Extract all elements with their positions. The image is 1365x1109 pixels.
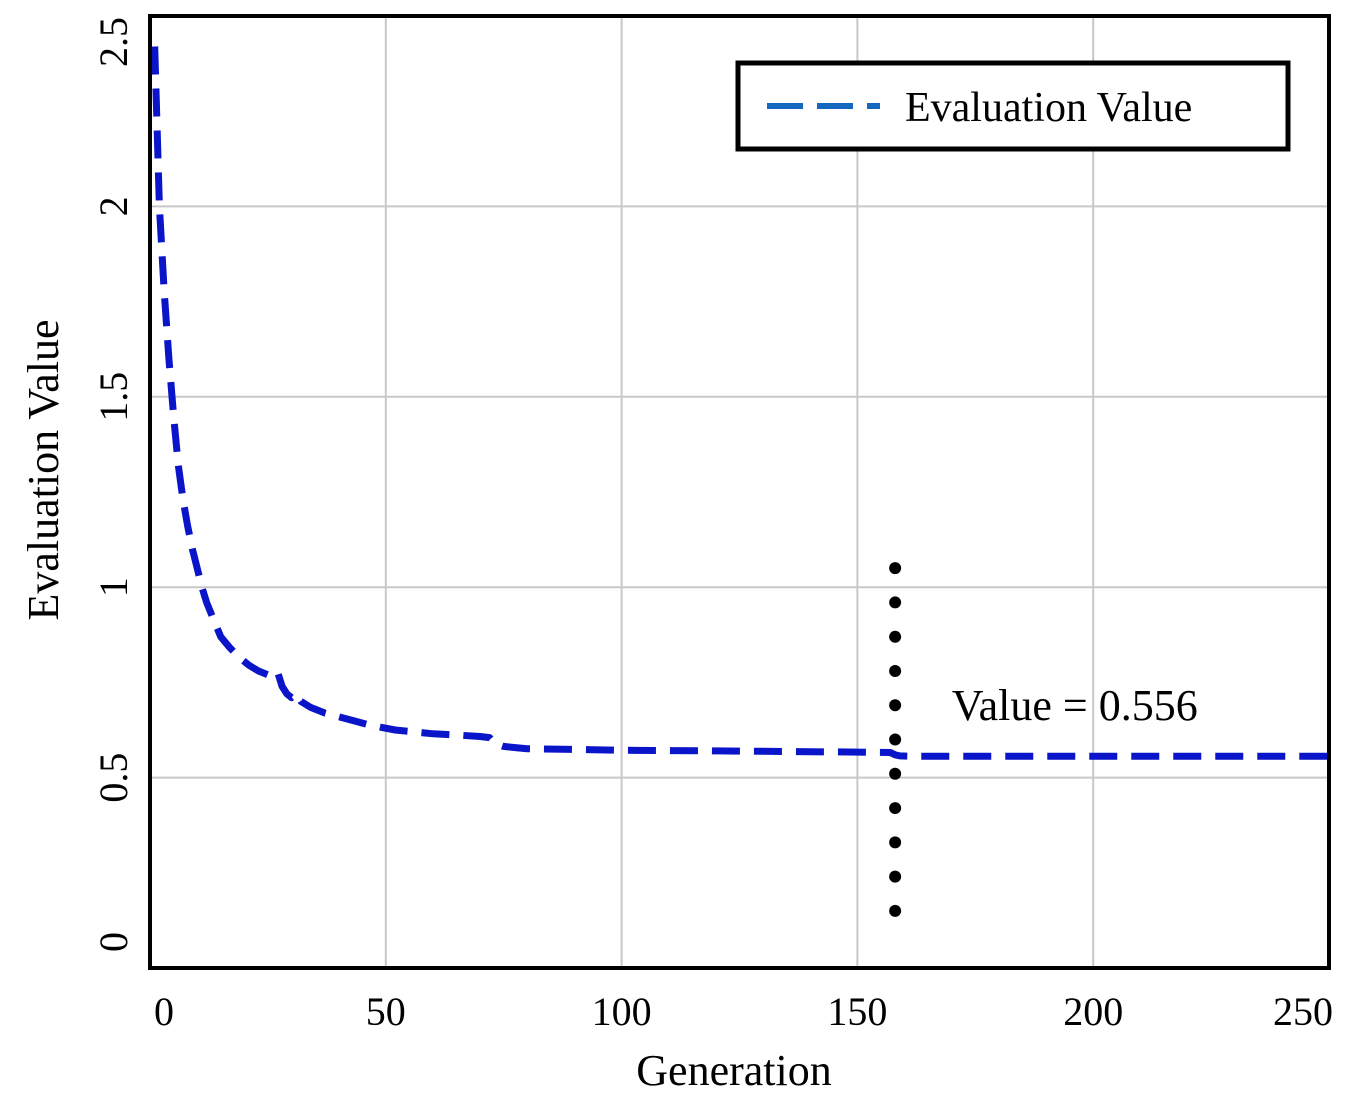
marker-dot bbox=[889, 699, 902, 712]
marker-dot bbox=[889, 836, 902, 849]
y-tick-label: 1 bbox=[91, 577, 136, 597]
x-axis-title: Generation bbox=[636, 1046, 831, 1095]
x-tick-label: 100 bbox=[592, 989, 652, 1034]
marker-dot bbox=[889, 630, 902, 643]
x-tick-label: 0 bbox=[154, 989, 174, 1034]
legend-label: Evaluation Value bbox=[905, 85, 1192, 131]
value-annotation: Value = 0.556 bbox=[952, 681, 1198, 730]
y-tick-label: 0 bbox=[91, 932, 136, 952]
series-layer bbox=[151, 46, 1329, 760]
marker-dot bbox=[889, 870, 902, 883]
series-line-evaluation-value bbox=[151, 46, 1329, 760]
legend: Evaluation Value bbox=[735, 60, 1291, 152]
marker-dot bbox=[889, 664, 902, 677]
y-tick-label: 1.5 bbox=[91, 372, 136, 422]
marker-dot bbox=[889, 802, 902, 815]
marker-dot bbox=[889, 733, 902, 746]
y-tick-label: 2 bbox=[91, 196, 136, 216]
y-axis-title: Evaluation Value bbox=[19, 320, 68, 621]
grid-lines bbox=[150, 16, 1329, 968]
annotation-layer bbox=[889, 562, 902, 917]
marker-dot bbox=[889, 904, 902, 917]
marker-dot bbox=[889, 562, 902, 575]
plot-frame bbox=[148, 14, 1331, 970]
x-tick-label: 200 bbox=[1063, 989, 1123, 1034]
x-tick-label: 150 bbox=[827, 989, 887, 1034]
x-tick-label: 250 bbox=[1273, 989, 1333, 1034]
marker-dot bbox=[889, 767, 902, 780]
marker-dot bbox=[889, 596, 902, 609]
x-tick-label: 50 bbox=[366, 989, 406, 1034]
y-tick-label: 0.5 bbox=[91, 753, 136, 803]
tick-labels: 0 50 100 150 200 250 0 0.5 1 1.5 2 2.5 bbox=[91, 17, 1333, 1034]
y-tick-label: 2.5 bbox=[91, 17, 136, 67]
